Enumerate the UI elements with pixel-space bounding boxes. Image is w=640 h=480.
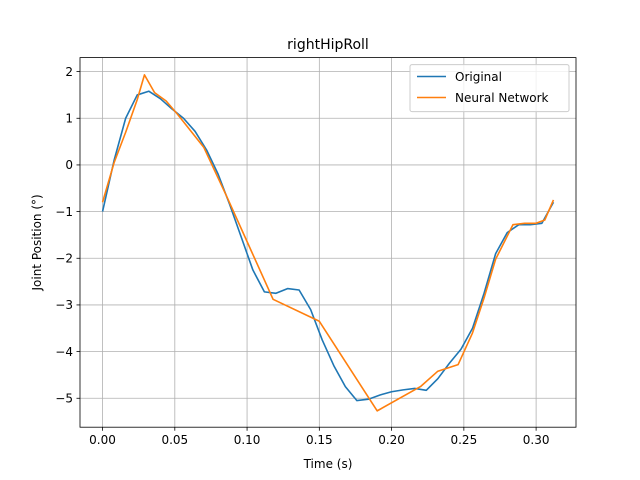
y-tick-label: 2 <box>65 65 73 79</box>
gridlines <box>80 57 576 428</box>
y-tick-label: −2 <box>55 252 73 266</box>
x-tick-label: 0.05 <box>161 433 188 447</box>
y-axis: −5 −4 −3 −2 −1 0 1 2 <box>55 65 80 406</box>
y-tick-label: −3 <box>55 298 73 312</box>
y-axis-label: Joint Position (°) <box>30 194 44 291</box>
x-axis: 0.00 0.05 0.10 0.15 0.20 0.25 0.30 <box>89 427 549 447</box>
y-tick-label: −4 <box>55 345 73 359</box>
chart-title: rightHipRoll <box>287 37 369 53</box>
legend-label-original: Original <box>455 70 502 84</box>
y-tick-label: −1 <box>55 205 73 219</box>
legend-label-neural-network: Neural Network <box>455 91 549 105</box>
y-tick-label: −5 <box>55 392 73 406</box>
x-tick-label: 0.30 <box>523 433 550 447</box>
series-line-neural-network <box>101 74 555 412</box>
plot-frame <box>79 57 577 428</box>
x-tick-label: 0.25 <box>450 433 477 447</box>
legend: Original Neural Network <box>409 64 570 113</box>
legend-box <box>409 64 570 113</box>
x-tick-label: 0.20 <box>378 433 405 447</box>
x-tick-label: 0.15 <box>306 433 333 447</box>
x-tick-label: 0.10 <box>234 433 261 447</box>
y-tick-label: 1 <box>65 112 73 126</box>
x-tick-label: 0.00 <box>89 433 116 447</box>
x-axis-label: Time (s) <box>303 457 353 471</box>
y-tick-label: 0 <box>65 158 73 172</box>
series-layer <box>101 74 555 412</box>
